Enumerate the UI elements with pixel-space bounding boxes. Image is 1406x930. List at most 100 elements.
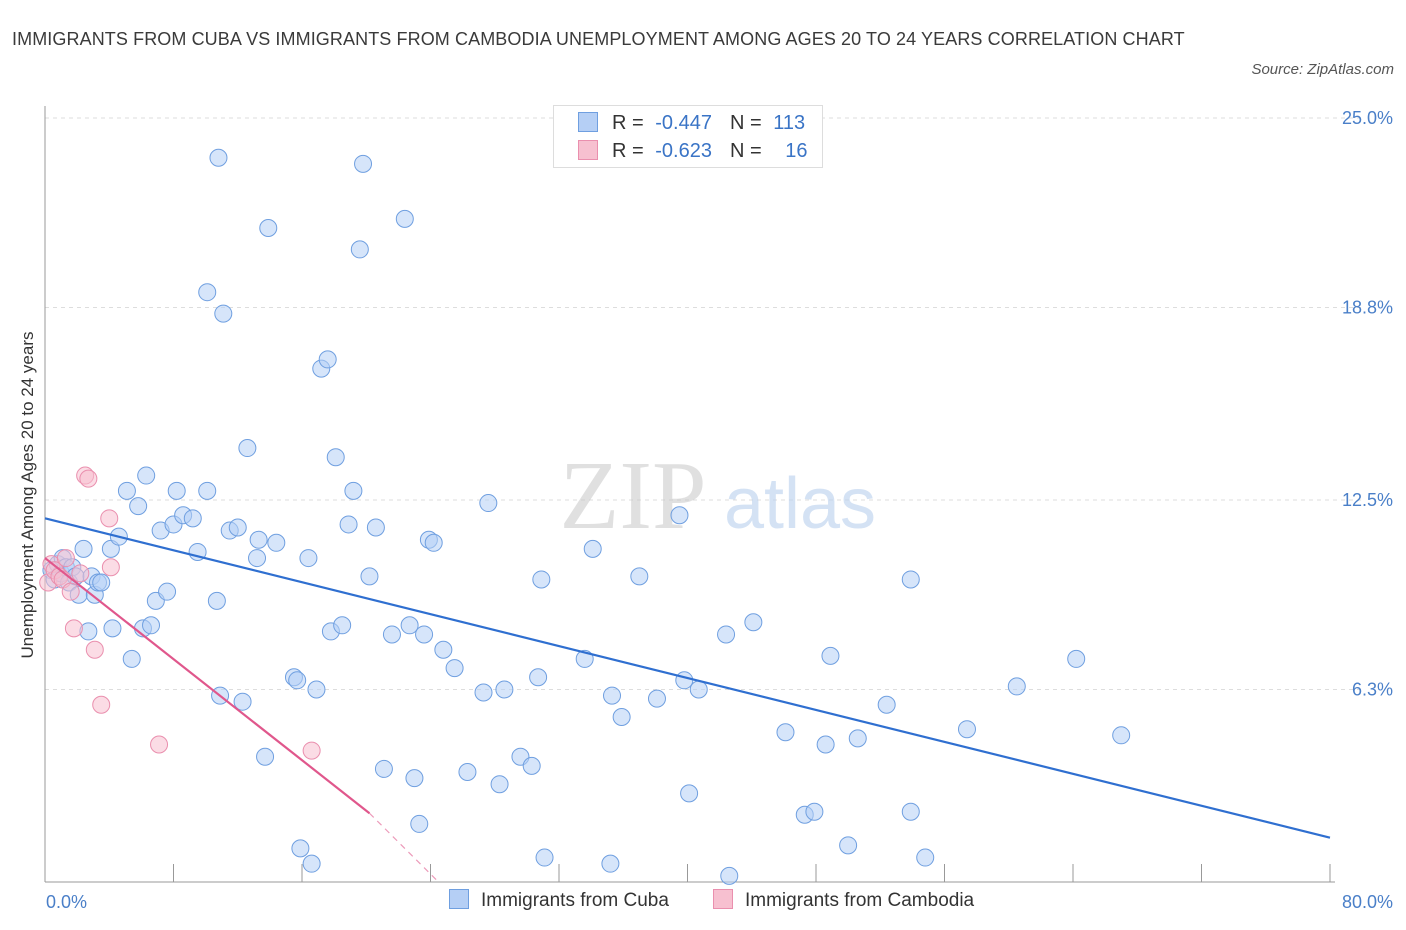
cambodia-point bbox=[61, 582, 80, 601]
cuba-point bbox=[529, 668, 548, 687]
tick-labels: 6.3% 12.5% 18.8% 25.0% 0.0% 80.0% bbox=[46, 108, 1393, 912]
bottom-legend-label-cuba: Immigrants from Cuba bbox=[481, 890, 669, 911]
cuba-point bbox=[689, 680, 708, 699]
cuba-point bbox=[1067, 649, 1086, 668]
cuba-point bbox=[816, 735, 835, 754]
cuba-point bbox=[877, 695, 896, 714]
cuba-point bbox=[103, 619, 122, 638]
cuba-point bbox=[137, 466, 156, 485]
cuba-point bbox=[256, 747, 275, 766]
watermark: ZIP atlas bbox=[560, 442, 877, 550]
bottom-legend-label-cambodia: Immigrants from Cambodia bbox=[745, 890, 975, 911]
cuba-point bbox=[299, 549, 318, 568]
bottom-legend-swatch-cambodia bbox=[713, 889, 733, 909]
cuba-point bbox=[575, 649, 594, 668]
cuba-point bbox=[374, 759, 393, 778]
x-tick-label: 0.0% bbox=[46, 892, 87, 912]
cuba-point bbox=[916, 848, 935, 867]
cuba-point bbox=[318, 350, 337, 369]
cambodia-point bbox=[56, 549, 75, 568]
cuba-point bbox=[415, 625, 434, 644]
cuba-point bbox=[395, 209, 414, 228]
cuba-point bbox=[675, 671, 694, 690]
cuba-point bbox=[74, 539, 93, 558]
cuba-point bbox=[198, 283, 217, 302]
cuba-point bbox=[603, 686, 622, 705]
grid bbox=[45, 117, 1365, 690]
cuba-point bbox=[424, 533, 443, 552]
cuba-points bbox=[42, 148, 1131, 885]
legend-row-cuba: R = -0.447 N = 113 bbox=[578, 112, 805, 138]
legend-n-label: N = bbox=[729, 112, 768, 134]
cuba-point bbox=[248, 549, 267, 568]
cuba-point bbox=[434, 640, 453, 659]
cuba-point bbox=[207, 591, 226, 610]
legend-r-label: R = bbox=[612, 140, 650, 162]
cuba-point bbox=[228, 518, 247, 537]
cuba-point bbox=[901, 802, 920, 821]
legend-r-value-cambodia: -0.623 bbox=[655, 140, 712, 162]
cuba-point bbox=[122, 649, 141, 668]
cuba-point bbox=[400, 616, 419, 635]
cuba-point bbox=[129, 497, 148, 516]
cuba-point bbox=[333, 616, 352, 635]
bottom-legend-cambodia: Immigrants from Cambodia bbox=[713, 889, 974, 912]
cuba-point bbox=[307, 680, 326, 699]
y-tick-label: 18.8% bbox=[1342, 297, 1393, 317]
cuba-point bbox=[233, 692, 252, 711]
cuba-point bbox=[901, 570, 920, 589]
cuba-point bbox=[1007, 677, 1026, 696]
cuba-point bbox=[680, 784, 699, 803]
trend-lines bbox=[44, 517, 1331, 883]
cuba-point bbox=[288, 671, 307, 690]
cambodia-point bbox=[100, 509, 119, 528]
x-tick-label: 80.0% bbox=[1342, 892, 1393, 912]
cuba-point bbox=[167, 481, 186, 500]
cuba-point bbox=[360, 567, 379, 586]
cuba-point bbox=[744, 613, 763, 632]
cuba-point bbox=[405, 769, 424, 788]
cuba-point bbox=[183, 509, 202, 528]
legend-row-cambodia: R = -0.623 N = 16 bbox=[578, 140, 807, 166]
cambodia-point bbox=[79, 469, 98, 488]
cuba-point bbox=[490, 775, 509, 794]
cuba-point bbox=[382, 625, 401, 644]
cambodia-point bbox=[150, 735, 169, 754]
cuba-point bbox=[410, 814, 429, 833]
cuba-point bbox=[495, 680, 514, 699]
cuba-point bbox=[647, 689, 666, 708]
cuba-point bbox=[839, 836, 858, 855]
cuba-point bbox=[583, 539, 602, 558]
y-tick-label: 25.0% bbox=[1342, 108, 1393, 128]
cuba-point bbox=[249, 530, 268, 549]
cambodia-point bbox=[71, 564, 90, 583]
cuba-point bbox=[957, 720, 976, 739]
chart-title: IMMIGRANTS FROM CUBA VS IMMIGRANTS FROM … bbox=[12, 29, 1185, 49]
cuba-point bbox=[326, 448, 345, 467]
bottom-legend-cuba: Immigrants from Cuba bbox=[449, 889, 669, 912]
cuba-point bbox=[717, 625, 736, 644]
cuba-point bbox=[601, 854, 620, 873]
cuba-point bbox=[458, 762, 477, 781]
cuba-point bbox=[142, 616, 161, 635]
cuba-point bbox=[522, 756, 541, 775]
cambodia-point bbox=[302, 741, 321, 760]
legend-n-value-cambodia: 16 bbox=[785, 140, 808, 162]
watermark-atlas: atlas bbox=[724, 464, 876, 544]
cambodia-trend-extension bbox=[369, 812, 439, 883]
cuba-point bbox=[92, 573, 111, 592]
cuba-point bbox=[479, 494, 498, 513]
cuba-point bbox=[354, 154, 373, 173]
cuba-point bbox=[1112, 726, 1131, 745]
cuba-point bbox=[238, 439, 257, 458]
cuba-point bbox=[532, 570, 551, 589]
legend-swatch-cambodia bbox=[578, 140, 598, 160]
cuba-trend-line bbox=[44, 517, 1331, 839]
legend-n-value-cuba: 113 bbox=[773, 112, 806, 134]
cuba-point bbox=[209, 148, 228, 167]
cambodia-trend-line bbox=[44, 557, 371, 815]
legend-swatch-cuba bbox=[578, 112, 598, 132]
bottom-legend-swatch-cuba bbox=[449, 889, 469, 909]
cuba-point bbox=[776, 723, 795, 742]
cuba-point bbox=[445, 659, 464, 678]
